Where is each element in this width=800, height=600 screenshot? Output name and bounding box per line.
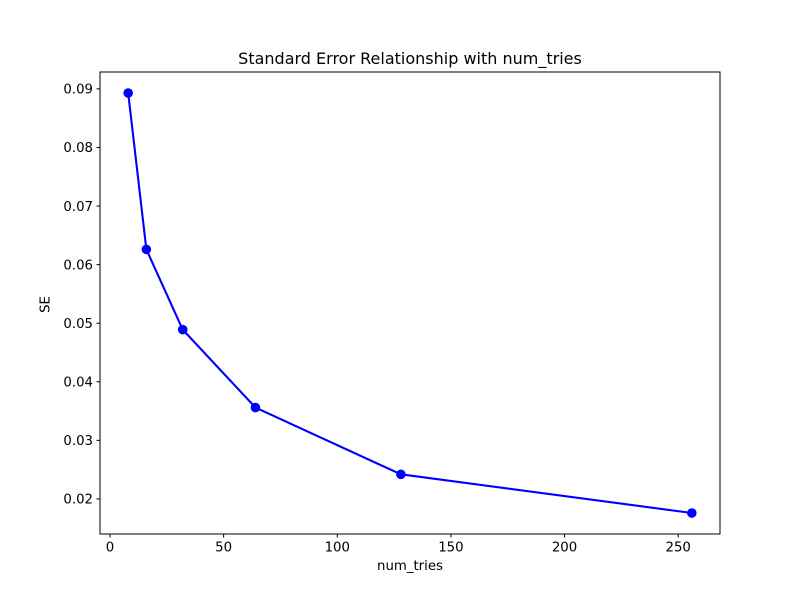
- x-tick-label: 250: [665, 541, 690, 556]
- y-tick-label: 0.04: [63, 375, 93, 390]
- chart-title: Standard Error Relationship with num_tri…: [238, 49, 582, 68]
- y-tick-label: 0.09: [63, 83, 93, 98]
- x-axis-label: num_tries: [377, 559, 443, 574]
- x-tick-label: 50: [215, 541, 232, 556]
- x-tick-label: 0: [106, 541, 114, 556]
- y-tick-label: 0.02: [63, 493, 93, 508]
- data-point-marker: [177, 324, 188, 335]
- y-tick-label: 0.03: [63, 434, 93, 449]
- x-tick-label: 100: [325, 541, 350, 556]
- y-tick-label: 0.08: [63, 141, 93, 156]
- y-axis-label: SE: [38, 296, 54, 313]
- data-point-marker: [123, 88, 133, 98]
- data-point-marker: [687, 508, 697, 518]
- y-tick-label: 0.05: [63, 317, 93, 332]
- y-tick-label: 0.07: [63, 200, 93, 215]
- axes-frame: [99, 71, 721, 535]
- data-point-marker: [396, 469, 406, 480]
- x-tick-label: 200: [552, 541, 577, 556]
- data-point-marker: [250, 402, 261, 413]
- y-tick-label: 0.06: [63, 258, 93, 273]
- data-point-marker: [141, 244, 152, 255]
- data-line: [127, 91, 693, 515]
- x-tick-label: 150: [438, 541, 463, 556]
